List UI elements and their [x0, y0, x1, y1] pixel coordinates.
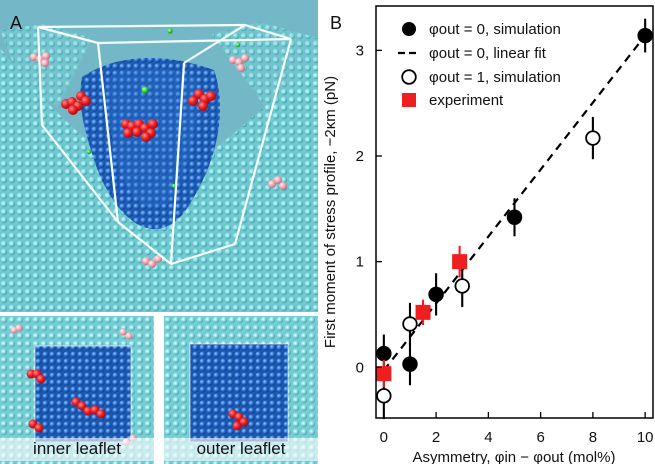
- experiment-point-1: [415, 304, 431, 320]
- filled-simulation-point-3: [506, 209, 523, 226]
- inner-leaflet-label: inner leaflet: [0, 438, 154, 461]
- outer-leaflet-inset: outer leaflet: [164, 316, 318, 464]
- experiment-point-2: [452, 254, 468, 270]
- x-tick-label-2: 2: [432, 429, 440, 446]
- legend-filled-circle: [402, 22, 416, 36]
- outer-leaflet-label: outer leaflet: [164, 438, 318, 461]
- x-tick-label-6: 6: [536, 429, 544, 446]
- legend-open-circle: [401, 69, 417, 85]
- membrane-3d-view: [0, 0, 318, 312]
- y-tick-label-2: 2: [356, 148, 364, 165]
- membrane-simulation-render: [0, 0, 318, 312]
- plot-area: [376, 18, 653, 420]
- legend-area: φout = 0, simulation φout = 0, linear fit…: [398, 21, 561, 109]
- open-simulation-point-3: [585, 130, 601, 146]
- open-simulation-point-2: [454, 278, 470, 294]
- x-tick-label-0: 0: [380, 429, 388, 446]
- legend-label-filled-simulation: φout = 0, simulation: [429, 21, 561, 38]
- legend-red-square: [402, 93, 416, 107]
- inner-leaflet-inset: inner leaflet: [0, 316, 154, 464]
- panel-b: B φout = 0, simulation φout = 0, linear f…: [318, 0, 655, 464]
- y-tick-label-0: 0: [356, 359, 364, 376]
- x-tick-label-4: 4: [484, 429, 492, 446]
- x-tick-label-10: 10: [637, 429, 654, 446]
- filled-simulation-point-1: [402, 356, 418, 372]
- legend-label-experiment: experiment: [429, 92, 504, 109]
- x-tick-label-8: 8: [589, 429, 597, 446]
- panel-b-letter: B: [330, 13, 343, 33]
- axis-area: 0 2 4 6 8 10 0 1 2 3 Asymmetry, φin − φout (mol%) F…: [322, 5, 654, 464]
- experiment-point-0: [376, 366, 392, 382]
- red-lipid-clusters: [61, 89, 216, 142]
- y-axis-label: First moment of stress profile, −2κm (pN…: [322, 76, 339, 348]
- panel-a: A: [0, 0, 318, 464]
- y-tick-label-1: 1: [356, 254, 364, 271]
- plot-frame: [375, 5, 654, 419]
- filled-simulation-point-4: [637, 27, 653, 44]
- panel-a-letter: A: [10, 13, 23, 33]
- pink-lipids: [30, 52, 287, 268]
- open-simulation-point-0: [376, 388, 392, 404]
- open-simulation-point-1: [402, 316, 418, 332]
- green-particles: [86, 28, 241, 189]
- legend-label-linear-fit: φout = 0, linear fit: [429, 45, 547, 62]
- y-tick-label-3: 3: [356, 42, 364, 59]
- filled-simulation-point-0: [376, 345, 392, 362]
- filled-simulation-point-2: [428, 286, 444, 303]
- x-axis-label: Asymmetry, φin − φout (mol%): [413, 449, 616, 464]
- simulation-box-outline: [36, 23, 293, 266]
- legend-label-open-simulation: φout = 1, simulation: [429, 69, 561, 86]
- stress-profile-chart: φout = 0, simulation φout = 0, linear fit…: [322, 5, 654, 464]
